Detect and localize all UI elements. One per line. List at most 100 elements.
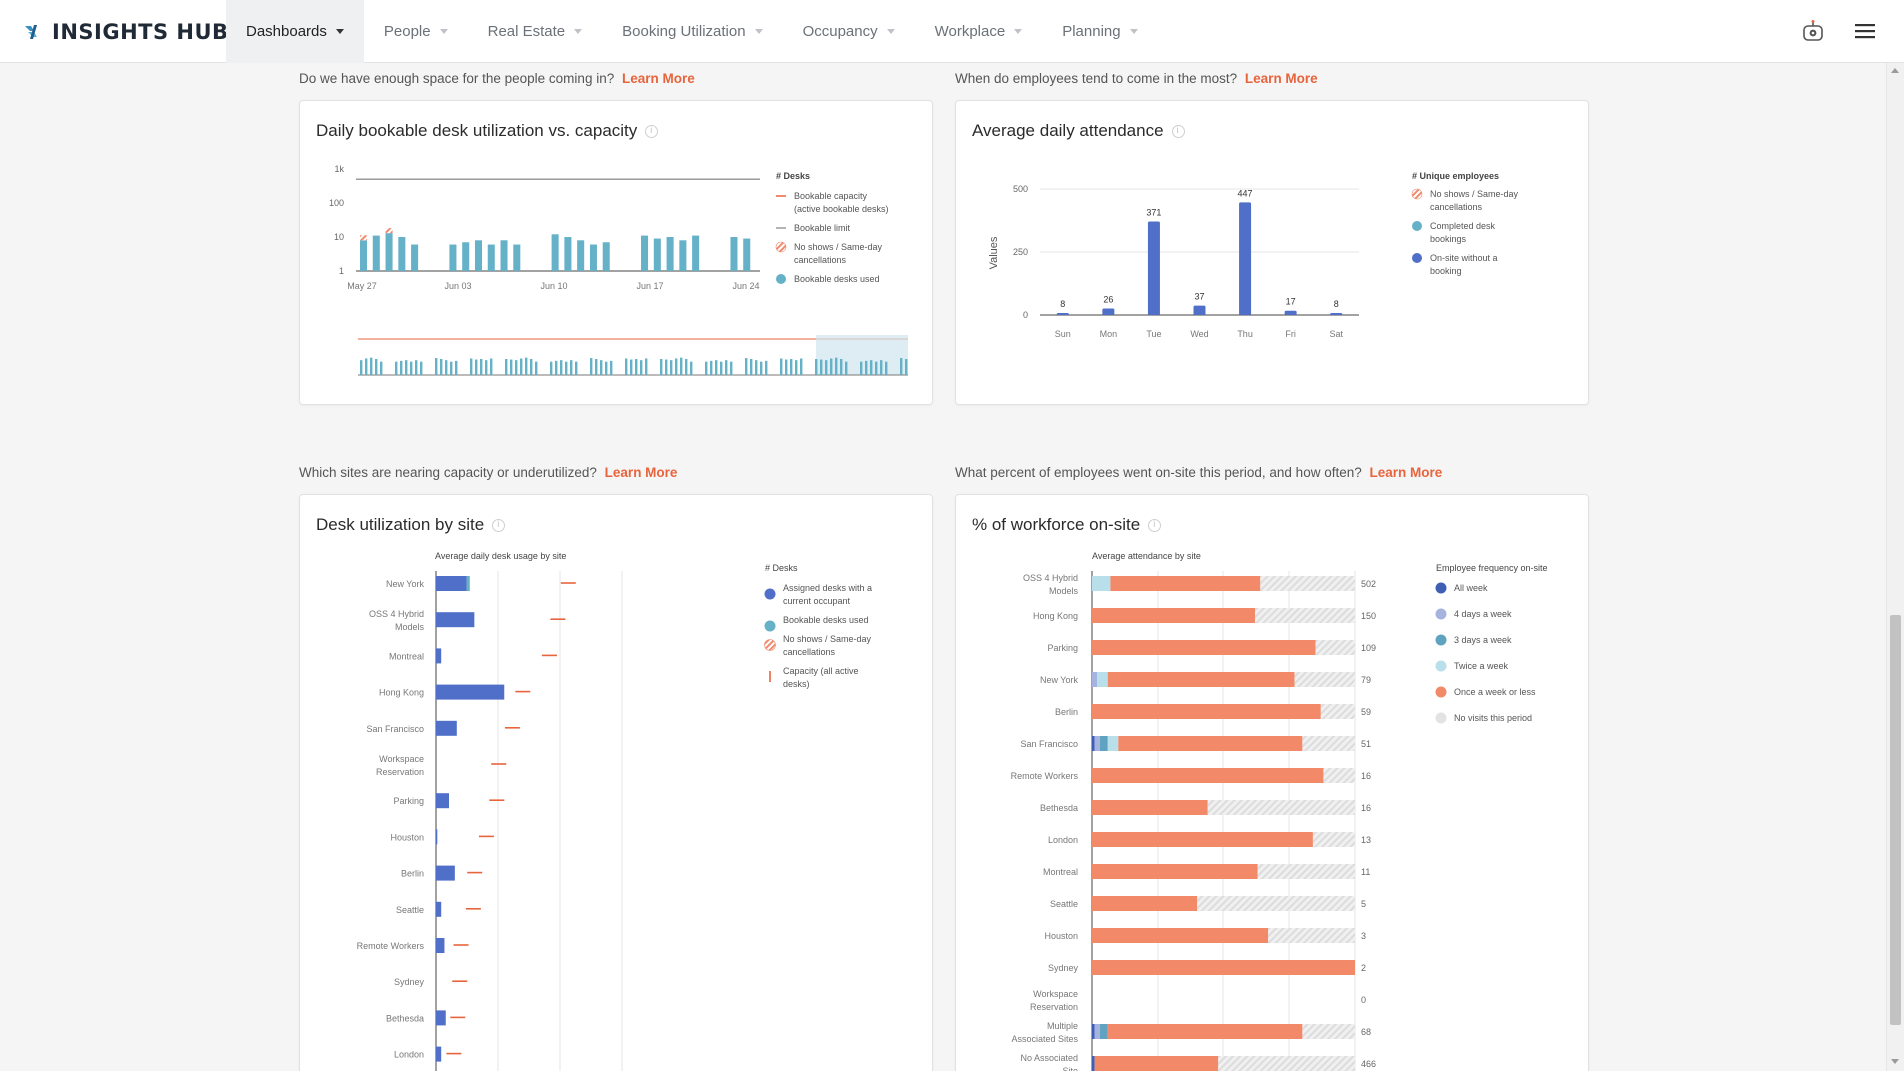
navigator-bar (885, 361, 888, 375)
total-label: 68 (1361, 1027, 1371, 1037)
info-icon[interactable] (645, 124, 659, 138)
bar-segment-no-visits-this-period (1302, 736, 1355, 751)
navigator-bar (600, 360, 603, 375)
site-label: London (1048, 835, 1078, 845)
bar-segment-no-visits-this-period (1218, 1056, 1355, 1071)
site-label: Seattle (1050, 899, 1078, 909)
navigator-bar (725, 360, 728, 375)
bar-desks-used (564, 237, 572, 271)
attendance-bar (1284, 310, 1297, 315)
legend-label: Bookable capacity (active bookable desks) (794, 191, 889, 214)
legend-label: Twice a week (1454, 661, 1509, 671)
learn-more-link[interactable]: Learn More (1244, 71, 1318, 86)
navigator-bar (715, 360, 718, 375)
legend-title: # Desks (776, 171, 810, 181)
site-label: Berlin (401, 869, 424, 879)
navigator-bar (420, 361, 423, 375)
bar-desks-used (589, 244, 597, 271)
legend-marker (1412, 221, 1422, 231)
nav-item-people[interactable]: People (364, 0, 468, 63)
brand[interactable]: INSIGHTS HUB (22, 18, 229, 46)
attendance-bar (1147, 221, 1160, 315)
card-title-text: Desk utilization by site (316, 515, 485, 534)
navigator-bar (535, 361, 538, 375)
assistant-icon[interactable] (1798, 16, 1828, 46)
scroll-up-arrow-icon[interactable] (1891, 68, 1899, 73)
navigator-bar (875, 361, 878, 375)
legend-title: # Desks (765, 563, 798, 573)
bar-assigned-occupied (436, 576, 467, 591)
navigator-bar (440, 359, 443, 375)
bar-segment-once-a-week-or-less (1092, 608, 1256, 623)
navigator-bar (825, 360, 828, 375)
legend-label: On-site without a booking (1430, 253, 1498, 276)
bar-segment-once-a-week-or-less (1092, 864, 1258, 879)
navigator-bar (415, 360, 418, 375)
bar-segment-3-days-a-week (1099, 736, 1108, 751)
question-text: Which sites are nearing capacity or unde… (299, 465, 597, 480)
scrollbar-thumb[interactable] (1890, 615, 1901, 1025)
bar-segment-no-visits-this-period (1268, 928, 1355, 943)
navigator-bar (625, 358, 628, 375)
learn-more-link[interactable]: Learn More (604, 465, 678, 480)
site-utilization-chart: Average daily desk usage by site New York… (357, 551, 872, 1071)
attendance-card: Average daily attendance 500 250 0 Values 8 S… (955, 100, 1589, 405)
bar-segment-no-visits-this-period (1294, 672, 1355, 687)
x-tick-label: Jun 24 (732, 281, 759, 291)
bar-segment-twice-a-week (1097, 672, 1108, 687)
bar-desks-used (385, 233, 393, 271)
learn-more-link[interactable]: Learn More (621, 71, 695, 86)
bar-segment-4-days-a-week (1094, 1024, 1100, 1039)
chevron-down-icon (1014, 29, 1023, 34)
card-title: % of workforce on-site (972, 515, 1162, 535)
bar-segment-once-a-week-or-less (1092, 896, 1198, 911)
y-tick-label: 0 (1023, 310, 1028, 320)
navigator-bar (820, 359, 823, 375)
nav-item-occupancy[interactable]: Occupancy (783, 0, 915, 63)
total-label: 5 (1361, 899, 1366, 909)
navigator-bar (765, 360, 768, 375)
chevron-down-icon (439, 29, 448, 34)
nav-item-booking-utilization[interactable]: Booking Utilization (602, 0, 782, 63)
navigator-bar (380, 361, 383, 375)
navigator-bar (555, 360, 558, 375)
site-label: Houston (390, 832, 424, 842)
bar-assigned-occupied (436, 1010, 446, 1026)
bar-segment-4-days-a-week (1094, 736, 1100, 751)
bar-desks-used (743, 238, 751, 271)
bar-segment-twice-a-week (1092, 576, 1111, 591)
info-icon[interactable] (1171, 124, 1185, 138)
y-tick-label: 250 (1013, 247, 1028, 257)
scroll-down-arrow-icon[interactable] (1891, 1059, 1899, 1064)
hamburger-menu-icon[interactable] (1850, 16, 1880, 46)
site-label: Workspace Reservation (376, 754, 424, 777)
y-axis-label: Values (988, 236, 1000, 269)
info-icon[interactable] (492, 518, 506, 532)
bar-segment-once-a-week-or-less (1092, 640, 1316, 655)
navigator-bar (560, 360, 563, 375)
learn-more-link[interactable]: Learn More (1369, 465, 1443, 480)
info-icon[interactable] (1148, 518, 1162, 532)
navigator-bar (395, 361, 398, 375)
section-question: When do employees tend to come in the mo… (955, 71, 1318, 86)
chevron-down-icon (754, 29, 763, 34)
nav-item-real-estate[interactable]: Real Estate (468, 0, 603, 63)
nav-item-dashboards[interactable]: Dashboards (226, 0, 364, 63)
navigator-bar (405, 360, 408, 375)
navigator-bar (690, 361, 693, 375)
legend-label: No shows / Same-day cancellations (783, 634, 872, 657)
nav-item-workplace[interactable]: Workplace (915, 0, 1043, 63)
bar-segment-once-a-week-or-less (1107, 672, 1295, 687)
question-text: What percent of employees went on-site t… (955, 465, 1362, 480)
x-tick-label: Jun 17 (636, 281, 663, 291)
top-navigation-bar: INSIGHTS HUB Dashboards People Real Estate… (0, 0, 1904, 63)
site-label: OSS 4 Hybrid Models (369, 609, 425, 632)
navigator-bar (640, 360, 643, 375)
bar-desks-used (372, 235, 380, 271)
navigator-bar (860, 361, 863, 375)
navigator-bar (605, 361, 608, 375)
y-tick-label: 10 (334, 232, 344, 242)
navigator-bar (880, 360, 883, 375)
nav-item-planning[interactable]: Planning (1042, 0, 1157, 63)
site-label: San Francisco (1020, 739, 1078, 749)
